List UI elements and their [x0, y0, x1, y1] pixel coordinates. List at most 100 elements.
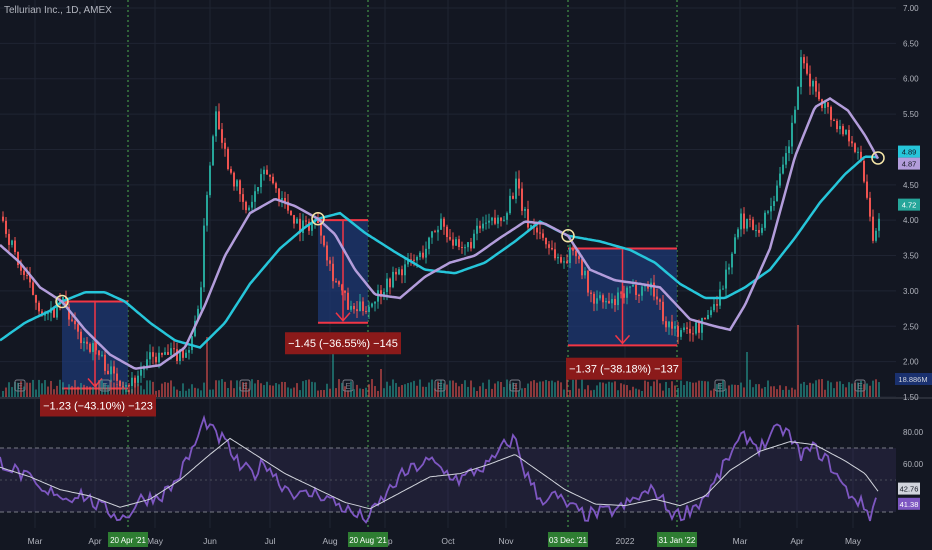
candle-body	[176, 349, 178, 362]
candle-body	[242, 194, 244, 202]
candle-body	[485, 222, 487, 224]
volume-bar	[365, 387, 367, 397]
candle-body	[527, 209, 529, 228]
volume-bar	[179, 390, 181, 397]
volume-bar	[392, 379, 394, 397]
candle-body	[209, 165, 211, 196]
volume-bar	[353, 389, 355, 397]
volume-bar	[689, 381, 691, 397]
earnings-marker	[14, 379, 26, 392]
volume-bar	[662, 390, 664, 397]
candle-body	[395, 271, 397, 275]
volume-bar	[767, 380, 769, 397]
volume-bar	[278, 384, 280, 397]
candle-body	[722, 288, 724, 290]
candle-body	[548, 244, 550, 248]
volume-bar	[242, 382, 244, 397]
volume-bar	[458, 386, 460, 397]
earnings-marker	[854, 379, 866, 392]
volume-bar	[722, 380, 724, 397]
candle-body	[785, 153, 787, 165]
volume-bar	[698, 380, 700, 397]
candle-body	[404, 264, 406, 276]
candle-body	[566, 261, 568, 264]
volume-bar	[101, 380, 103, 397]
candle-body	[152, 352, 154, 357]
volume-bar	[143, 389, 145, 397]
volume-bar	[35, 389, 37, 397]
volume-bar	[389, 385, 391, 397]
volume-bar	[692, 382, 694, 397]
candle-body	[191, 336, 193, 351]
candle-body	[332, 263, 334, 282]
candle-body	[77, 324, 79, 332]
volume-bar	[740, 382, 742, 397]
candle-body	[638, 294, 640, 296]
candle-body	[251, 201, 253, 208]
ma-fast-price-tag: 4.87	[902, 160, 917, 169]
volume-bar	[263, 385, 265, 397]
volume-bar	[128, 390, 130, 397]
candle-body	[665, 321, 667, 328]
time-axis-tick: Jul	[265, 536, 276, 546]
candle-body	[605, 301, 607, 303]
volume-bar	[350, 381, 352, 397]
candle-body	[293, 215, 295, 224]
volume-bar	[74, 380, 76, 397]
volume-bar	[797, 325, 799, 397]
candle-body	[818, 91, 820, 100]
volume-bar	[170, 380, 172, 397]
candle-body	[410, 259, 412, 261]
rsi-value-tag: 41.38	[900, 500, 919, 509]
candle-body	[230, 169, 232, 173]
volume-bar	[386, 381, 388, 397]
volume-bar	[536, 382, 538, 397]
volume-bar	[65, 390, 67, 397]
candle-body	[380, 290, 382, 297]
candle-body	[350, 305, 352, 310]
volume-bar	[473, 387, 475, 397]
volume-bar	[221, 379, 223, 397]
candle-body	[29, 275, 31, 283]
volume-bar	[668, 388, 670, 397]
volume-bar	[671, 381, 673, 397]
volume-bar	[146, 380, 148, 397]
volume-bar	[626, 385, 628, 397]
volume-bar	[761, 388, 763, 397]
candle-body	[368, 306, 370, 313]
volume-bar	[632, 386, 634, 397]
candle-body	[551, 247, 553, 250]
volume-bar	[644, 380, 646, 397]
volume-bar	[569, 390, 571, 397]
volume-bar	[860, 380, 862, 397]
candle-body	[104, 354, 106, 371]
candle-body	[581, 259, 583, 276]
date-marker-label: 20 Apr '21	[110, 536, 146, 545]
candle-body	[173, 348, 175, 350]
price-axis-tick: 1.50	[903, 393, 919, 402]
volume-bar	[857, 382, 859, 397]
volume-bar	[548, 381, 550, 397]
volume-bar	[134, 379, 136, 397]
candle-body	[554, 249, 556, 259]
candle-body	[770, 206, 772, 212]
volume-bar	[758, 384, 760, 397]
volume-bar	[173, 386, 175, 397]
candle-body	[845, 129, 847, 135]
last-price-tag-bg	[898, 198, 920, 211]
volume-bar	[287, 387, 289, 397]
volume-bar	[743, 387, 745, 397]
candle-body	[299, 218, 301, 233]
candle-body	[587, 270, 589, 293]
volume-bar	[581, 369, 583, 397]
volume-bar	[269, 385, 271, 397]
volume-bar	[368, 384, 370, 397]
candle-body	[206, 195, 208, 226]
volume-bar	[125, 389, 127, 397]
volume-bar	[665, 381, 667, 397]
volume-bar	[245, 382, 247, 397]
candle-body	[740, 213, 742, 230]
volume-bar	[617, 390, 619, 397]
slow-moving-average	[0, 155, 879, 349]
volume-bar	[86, 386, 88, 397]
